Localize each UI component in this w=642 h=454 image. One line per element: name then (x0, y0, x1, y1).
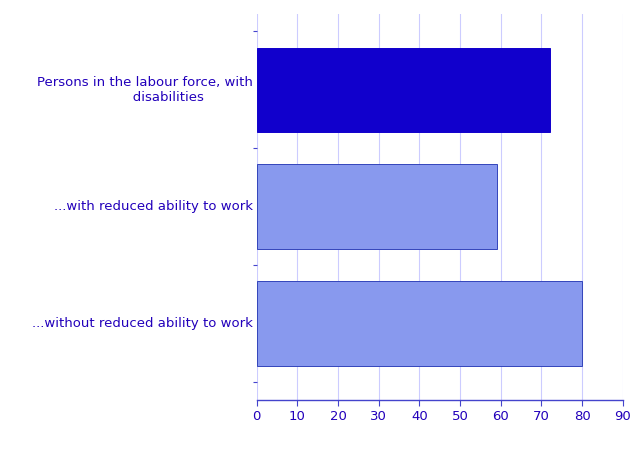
Bar (257, 281, 582, 365)
Bar (257, 164, 497, 249)
Bar (257, 48, 550, 132)
Text: ...without reduced ability to work: ...without reduced ability to work (32, 317, 253, 330)
Text: ...with reduced ability to work: ...with reduced ability to work (54, 200, 253, 213)
Text: Persons in the labour force, with
           disabilities: Persons in the labour force, with disabi… (37, 76, 253, 104)
